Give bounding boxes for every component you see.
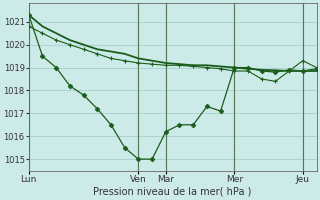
X-axis label: Pression niveau de la mer( hPa ): Pression niveau de la mer( hPa ) xyxy=(93,187,252,197)
